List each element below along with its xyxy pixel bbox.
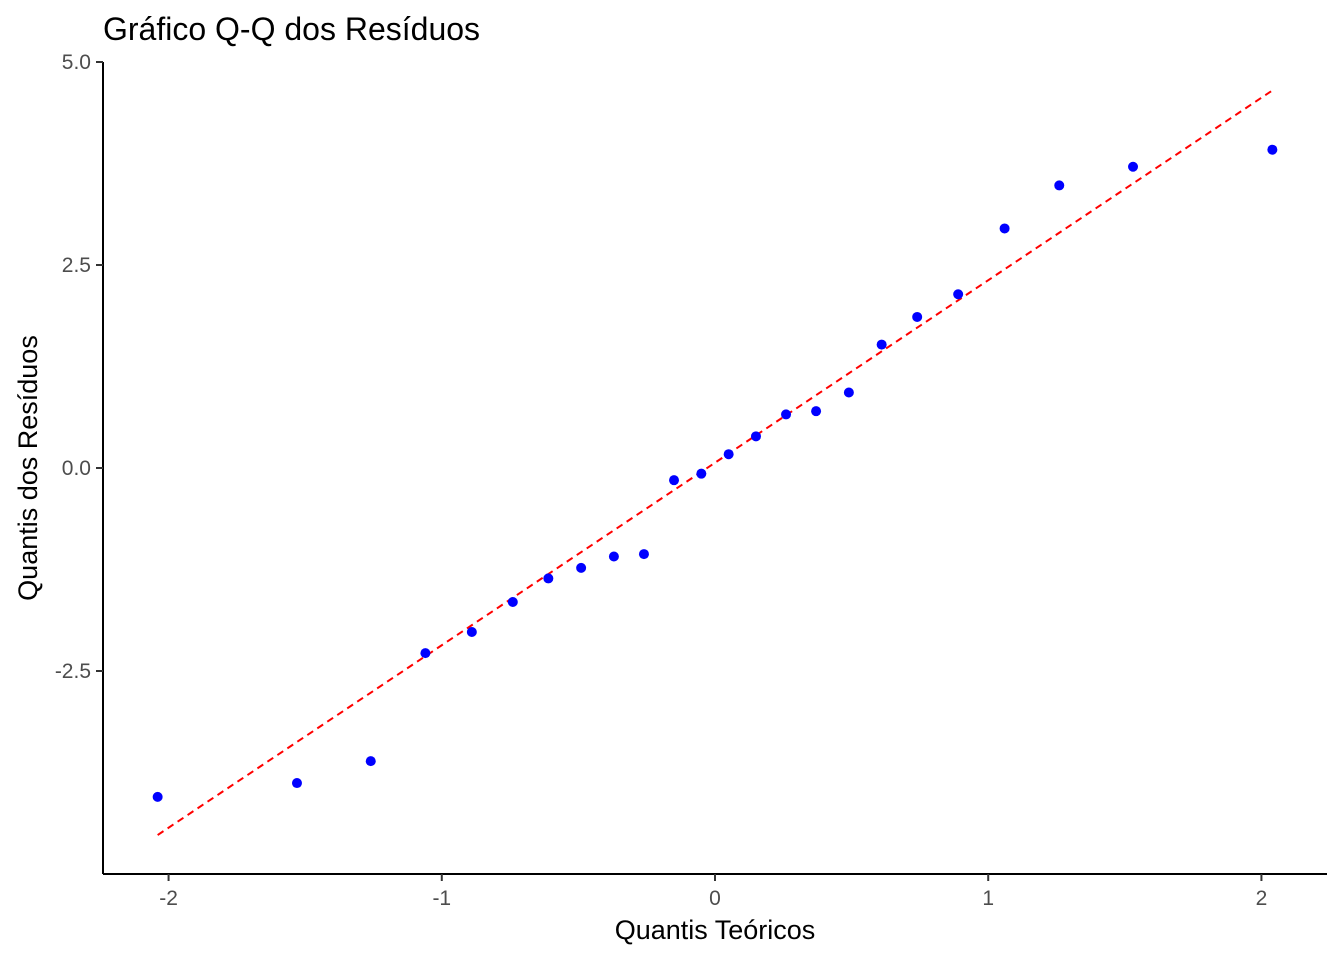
residual-point [365,756,376,767]
y-axis-ticks: -2.5 0.0 2.5 5.0 [55,51,103,683]
residual-point [876,339,887,350]
residual-point [466,627,477,638]
y-tick-label: 5.0 [62,51,91,74]
residual-point [420,648,431,659]
residual-point [291,778,302,789]
qq-reference-line [157,89,1273,836]
y-tick-label: 2.5 [62,254,91,277]
residual-point [576,562,587,573]
residual-point [1054,180,1065,191]
y-tick-label: 0.0 [62,457,91,480]
residual-point [811,406,822,417]
residual-point [1128,161,1139,172]
x-axis-ticks: -2 -1 0 1 2 [159,874,1267,910]
points-layer [152,144,1278,802]
residual-point [781,409,792,420]
x-tick-label: 1 [982,887,994,910]
x-axis-title: Quantis Teóricos [615,915,816,945]
residual-point [669,475,680,486]
residual-point [543,573,554,584]
residual-point [723,449,734,460]
y-axis-title: Quantis dos Resíduos [13,335,43,601]
residual-point [953,289,964,300]
residual-point [152,791,163,802]
plot-area [152,89,1278,836]
reference-line-layer [157,89,1273,836]
x-tick-label: 2 [1256,887,1268,910]
residual-point [912,311,923,322]
x-tick-label: 0 [709,887,721,910]
residual-point [999,223,1010,234]
residual-point [696,468,707,479]
chart-title: Gráfico Q-Q dos Resíduos [103,11,480,47]
residual-point [507,596,518,607]
residual-point [638,549,649,560]
y-tick-label: -2.5 [55,660,91,683]
residual-point [843,387,854,398]
x-tick-label: -1 [432,887,451,910]
residual-point [608,551,619,562]
residual-point [1267,144,1278,155]
x-tick-label: -2 [159,887,178,910]
residual-point [750,431,761,442]
